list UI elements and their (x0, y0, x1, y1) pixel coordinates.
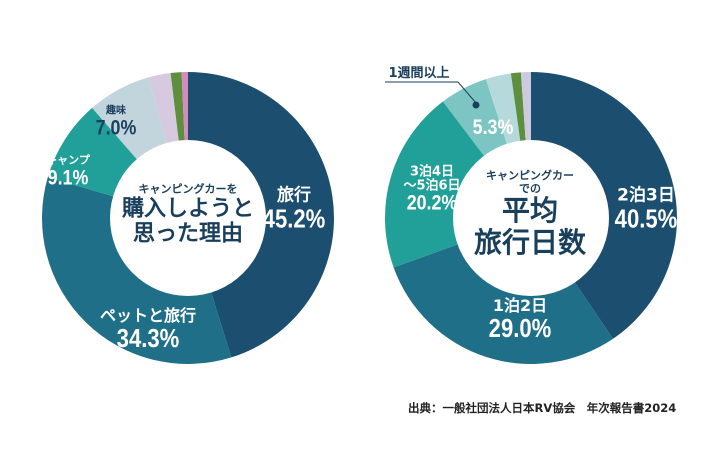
label-2n3d: 2泊3日 40.5% (614, 185, 678, 234)
label-camp: キャンプ 9.1% (46, 153, 90, 190)
center-title-right: キャンピングカー での 平均 旅行日数 (473, 169, 587, 260)
pie1-slice-1 (393, 218, 614, 364)
pie0-center-hole (110, 140, 266, 296)
label-5-3: 5.3% (472, 115, 514, 139)
source-note: 出典：一般社団法人日本RV協会 年次報告書2024 (408, 401, 677, 415)
leader-dot-1week (472, 101, 480, 109)
label-pet-travel: ペットと旅行 34.3% (99, 305, 197, 353)
label-travel: 旅行 45.2% (262, 185, 326, 234)
label-1n2d: 1泊2日 29.0% (488, 295, 552, 343)
leader-line-1week (385, 81, 477, 104)
label-3n4d-5n6d: 3泊4日 〜5泊6日 20.2% (403, 164, 461, 215)
label-1week: 1週間以上 (388, 66, 450, 82)
label-hobby: 趣味 7.0% (95, 105, 137, 140)
center-title-left: キャンピングカーを 購入しようと 思った理由 (121, 182, 255, 247)
pie1-center-hole (453, 140, 609, 296)
